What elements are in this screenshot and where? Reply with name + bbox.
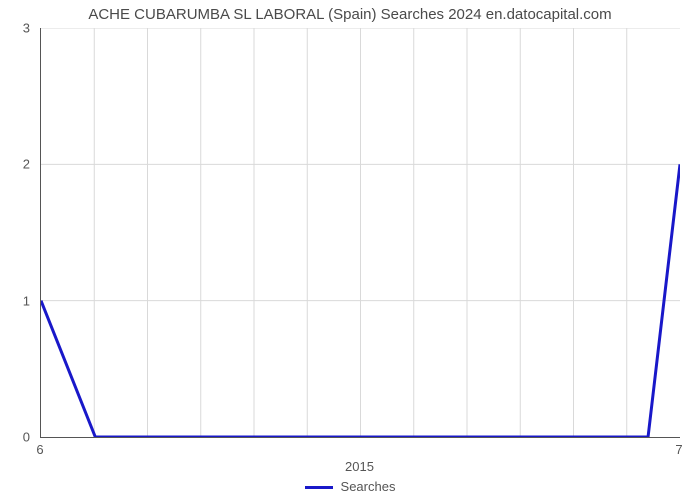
- x-center-label: 2015: [345, 459, 374, 474]
- plot-svg: [41, 28, 680, 437]
- ytick-label: 1: [0, 293, 30, 308]
- ytick-label: 0: [0, 430, 30, 445]
- legend-swatch: [305, 486, 333, 489]
- legend: Searches: [0, 479, 700, 494]
- searches-line-chart: ACHE CUBARUMBA SL LABORAL (Spain) Search…: [0, 0, 700, 500]
- plot-area: [40, 28, 680, 438]
- ytick-label: 3: [0, 21, 30, 36]
- ytick-label: 2: [0, 157, 30, 172]
- chart-title: ACHE CUBARUMBA SL LABORAL (Spain) Search…: [0, 6, 700, 23]
- xtick-major-label: 7: [675, 442, 682, 457]
- xtick-major-label: 6: [36, 442, 43, 457]
- legend-label: Searches: [341, 479, 396, 494]
